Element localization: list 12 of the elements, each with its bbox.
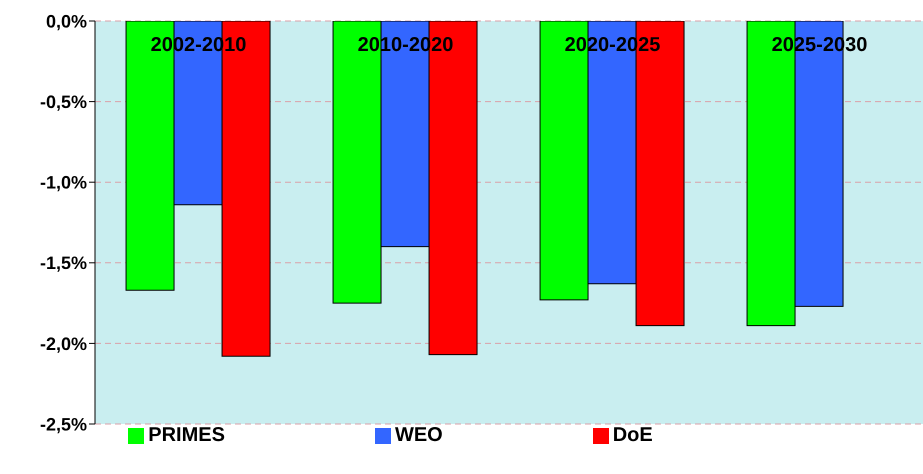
y-tick-label: -1,5%	[40, 253, 87, 274]
x-tick-label: 2010-2020	[358, 34, 454, 56]
legend-label: WEO	[394, 424, 443, 446]
legend-label: PRIMES	[148, 424, 225, 446]
y-tick-label: -1,0%	[40, 172, 87, 193]
x-tick-label: 2020-2025	[564, 34, 660, 56]
legend-label: DoE	[612, 424, 653, 446]
y-tick-label: -0,5%	[40, 92, 87, 112]
y-tick-label: -2,0%	[40, 334, 87, 354]
y-tick-label: 0,0%	[46, 11, 87, 32]
x-tick-label: 2002-2010	[150, 34, 246, 56]
y-tick-label: -2,5%	[40, 414, 87, 434]
